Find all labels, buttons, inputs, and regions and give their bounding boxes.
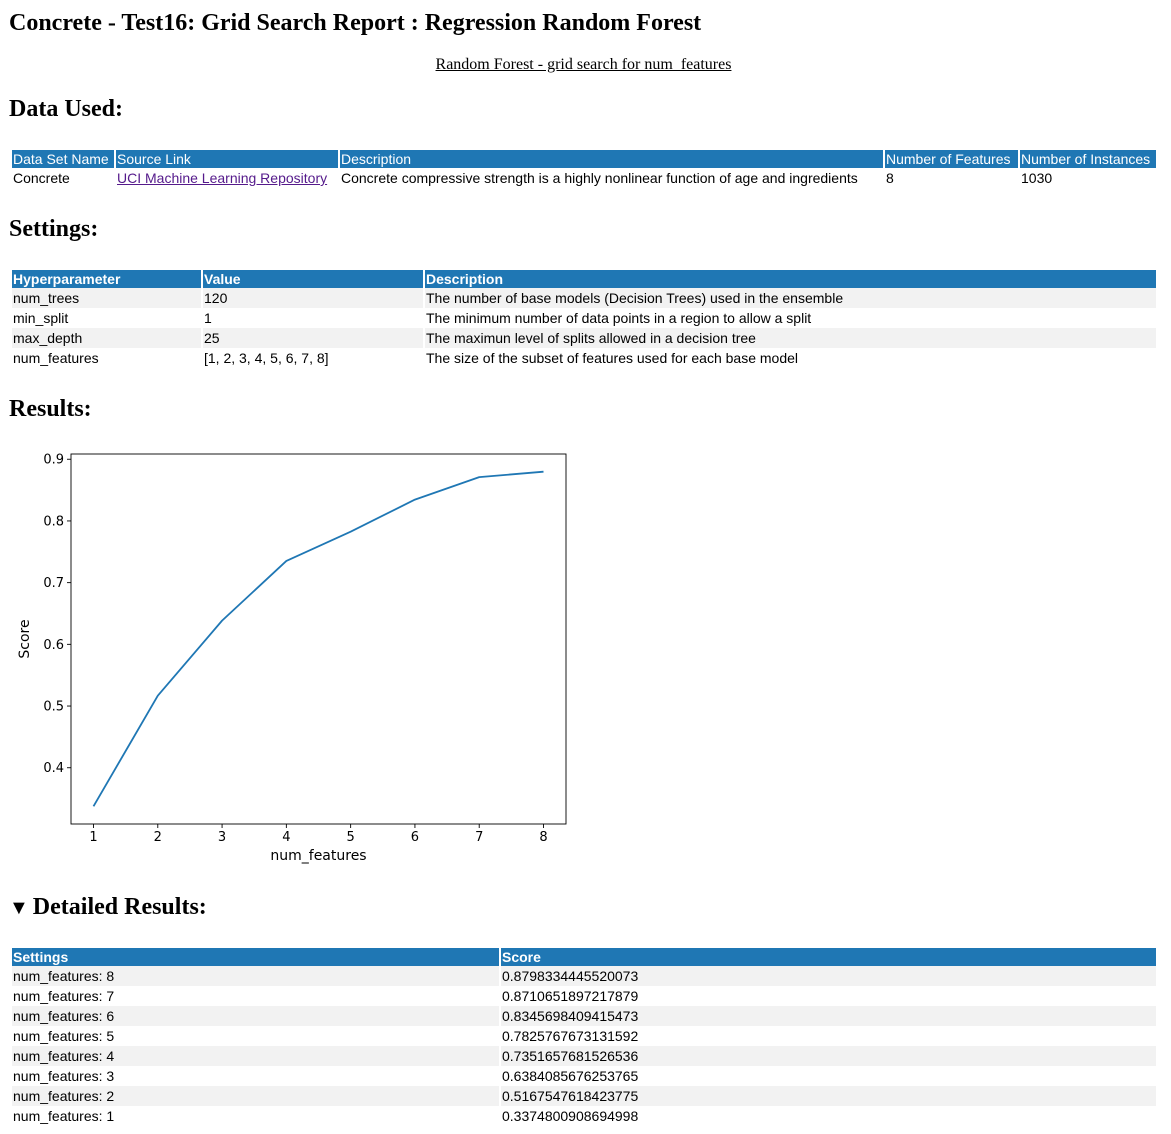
page-subtitle: Random Forest - grid search for num_feat… xyxy=(435,56,732,73)
source-link[interactable]: UCI Machine Learning Repository xyxy=(117,170,328,186)
y-tick-label: 0.6 xyxy=(43,638,64,653)
series-line xyxy=(92,470,544,807)
x-tick-label: 2 xyxy=(154,830,162,845)
hyperparameter-value: [1, 2, 3, 4, 5, 6, 7, 8] xyxy=(204,350,329,366)
x-tick-label: 3 xyxy=(218,830,226,845)
column-header: Number of Instances xyxy=(1020,150,1156,168)
number-of-features: 8 xyxy=(886,170,894,186)
hyperparameter-value: 120 xyxy=(203,288,423,308)
line-chart: 1 2 3 4 5 6 7 8 0.4 0.5 0.6 0.7 0.8 0.9 num_features Sc… xyxy=(17,453,567,864)
hyperparameter-description: The minimum number of data points in a r… xyxy=(426,310,812,326)
table-row: num_features: 2 0.5167547618423775 xyxy=(12,1086,1156,1106)
column-header: Number of Features xyxy=(885,150,1018,168)
x-tick-label: 4 xyxy=(282,830,290,845)
results-heading: Results: xyxy=(9,396,92,422)
table-row: num_features: 6 0.8345698409415473 xyxy=(12,1006,1156,1026)
column-header: Score xyxy=(501,948,1156,966)
settings-table: Hyperparameter Value Description num_tre… xyxy=(10,270,1158,368)
column-header: Data Set Name xyxy=(12,150,114,168)
settings-heading: Settings: xyxy=(9,216,99,242)
score-cell: 0.8710651897217879 xyxy=(502,988,639,1004)
y-tick-label: 0.8 xyxy=(43,514,64,529)
table-header-row: Hyperparameter Value Description xyxy=(12,270,1156,288)
column-header: Value xyxy=(203,270,423,288)
hyperparameter-value: 25 xyxy=(203,328,423,348)
y-axis-label: Score xyxy=(17,619,33,658)
y-tick-label: 0.5 xyxy=(43,700,64,715)
column-header: Description xyxy=(425,270,1156,288)
table-row: min_split 1 The minimum number of data p… xyxy=(12,308,1156,328)
column-header: Description xyxy=(340,150,883,168)
table-row: num_features: 8 0.8798334445520073 xyxy=(12,966,1156,986)
score-cell: 0.5167547618423775 xyxy=(501,1086,1156,1106)
table-row: num_features: 5 0.7825767673131592 xyxy=(12,1026,1156,1046)
dataset-description: Concrete compressive strength is a highl… xyxy=(341,170,858,186)
dataset-name: Concrete xyxy=(13,170,70,186)
x-tick-label: 7 xyxy=(475,830,483,845)
plot-frame xyxy=(70,453,567,825)
score-cell: 0.7351657681526536 xyxy=(501,1046,1156,1066)
source-link-cell: UCI Machine Learning Repository xyxy=(116,168,338,188)
detailed-results-summary[interactable]: ▼ Detailed Results: xyxy=(9,892,207,923)
column-header: Settings xyxy=(12,948,499,966)
setting-cell: num_features: 1 xyxy=(13,1108,115,1124)
setting-cell: num_features: 4 xyxy=(12,1046,499,1066)
x-tick-label: 8 xyxy=(539,830,547,845)
score-cell: 0.7825767673131592 xyxy=(502,1028,639,1044)
hyperparameter-name: min_split xyxy=(13,310,69,326)
data-used-table: Data Set Name Source Link Description Nu… xyxy=(10,150,1158,188)
setting-cell: num_features: 7 xyxy=(13,988,115,1004)
table-row: num_features: 3 0.6384085676253765 xyxy=(12,1066,1156,1086)
table-row: num_features [1, 2, 3, 4, 5, 6, 7, 8] Th… xyxy=(12,348,1156,368)
score-cell: 0.8345698409415473 xyxy=(501,1006,1156,1026)
setting-cell: num_features: 6 xyxy=(12,1006,499,1026)
hyperparameter-description: The number of base models (Decision Tree… xyxy=(425,288,1156,308)
hyperparameter-description: The size of the subset of features used … xyxy=(426,350,798,366)
setting-cell: num_features: 8 xyxy=(12,966,499,986)
hyperparameter-name: max_depth xyxy=(12,328,201,348)
column-header: Source Link xyxy=(116,150,338,168)
x-tick-label: 6 xyxy=(411,830,419,845)
table-header-row: Data Set Name Source Link Description Nu… xyxy=(12,150,1156,168)
table-header-row: Settings Score xyxy=(12,948,1156,966)
score-cell: 0.3374800908694998 xyxy=(502,1108,639,1124)
number-of-instances: 1030 xyxy=(1021,170,1053,186)
detailed-results-table: Settings Score num_features: 8 0.87983344… xyxy=(10,948,1158,1126)
hyperparameter-name: num_features xyxy=(13,350,99,366)
y-tick-label: 0.4 xyxy=(43,761,64,776)
x-axis-label: num_features xyxy=(270,848,366,864)
setting-cell: num_features: 3 xyxy=(13,1068,115,1084)
score-cell: 0.6384085676253765 xyxy=(502,1068,639,1084)
y-tick-label: 0.9 xyxy=(43,453,64,468)
table-row: num_trees 120 The number of base models … xyxy=(12,288,1156,308)
setting-cell: num_features: 5 xyxy=(13,1028,115,1044)
disclosure-triangle-icon[interactable]: ▼ xyxy=(9,897,29,919)
score-cell: 0.8798334445520073 xyxy=(501,966,1156,986)
table-row: Concrete UCI Machine Learning Repository… xyxy=(12,168,1156,188)
table-row: num_features: 7 0.8710651897217879 xyxy=(12,986,1156,1006)
hyperparameter-name: num_trees xyxy=(12,288,201,308)
setting-cell: num_features: 2 xyxy=(12,1086,499,1106)
results-chart: 1 2 3 4 5 6 7 8 0.4 0.5 0.6 0.7 0.8 0.9 num_features Sc… xyxy=(10,441,585,877)
detailed-results-heading: Detailed Results: xyxy=(32,894,207,920)
table-row: num_features: 4 0.7351657681526536 xyxy=(12,1046,1156,1066)
page-title: Concrete - Test16: Grid Search Report : … xyxy=(9,10,702,36)
x-tick-label: 5 xyxy=(347,830,355,845)
data-used-heading: Data Used: xyxy=(9,96,123,122)
hyperparameter-value: 1 xyxy=(204,310,212,326)
y-tick-label: 0.7 xyxy=(43,576,64,591)
table-row: max_depth 25 The maximun level of splits… xyxy=(12,328,1156,348)
table-row: num_features: 1 0.3374800908694998 xyxy=(12,1106,1156,1126)
column-header: Hyperparameter xyxy=(12,270,201,288)
hyperparameter-description: The maximun level of splits allowed in a… xyxy=(425,328,1156,348)
x-tick-label: 1 xyxy=(89,830,97,845)
